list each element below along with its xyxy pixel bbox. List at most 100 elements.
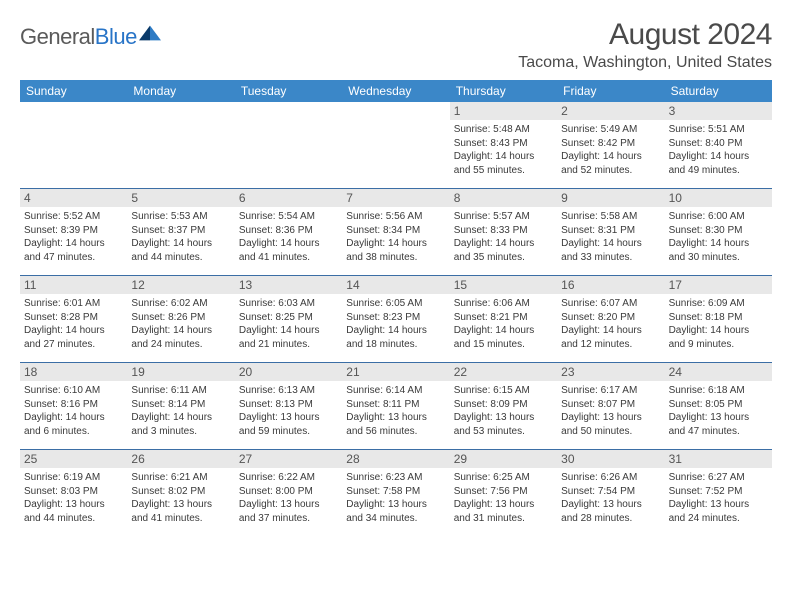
day-number: 3 (665, 102, 772, 120)
page-header: GeneralBlue August 2024 Tacoma, Washingt… (20, 18, 772, 72)
calendar-cell: 11Sunrise: 6:01 AMSunset: 8:28 PMDayligh… (20, 276, 127, 362)
day-info: Sunrise: 6:01 AMSunset: 8:28 PMDaylight:… (24, 297, 123, 351)
day-info: Sunrise: 5:49 AMSunset: 8:42 PMDaylight:… (561, 123, 660, 177)
day-info: Sunrise: 5:53 AMSunset: 8:37 PMDaylight:… (131, 210, 230, 264)
day-number: 15 (450, 276, 557, 294)
sunset-text: Sunset: 7:52 PM (669, 485, 768, 499)
calendar-cell: 9Sunrise: 5:58 AMSunset: 8:31 PMDaylight… (557, 189, 664, 275)
daylight-text: Daylight: 14 hours and 30 minutes. (669, 237, 768, 264)
daylight-text: Daylight: 14 hours and 52 minutes. (561, 150, 660, 177)
day-info: Sunrise: 5:57 AMSunset: 8:33 PMDaylight:… (454, 210, 553, 264)
sunrise-text: Sunrise: 6:14 AM (346, 384, 445, 398)
calendar-cell: 28 Sunrise: 6:23 AMSunset: 7:58 PMDayligh… (342, 450, 449, 536)
calendar-cell: 3Sunrise: 5:51 AMSunset: 8:40 PMDaylight… (665, 102, 772, 188)
daylight-text: Daylight: 13 hours and 56 minutes. (346, 411, 445, 438)
day-info: Sunrise: 6:13 AMSunset: 8:13 PMDaylight:… (239, 384, 338, 438)
calendar-cell: 21Sunrise: 6:14 AMSunset: 8:11 PMDayligh… (342, 363, 449, 449)
day-number: 6 (235, 189, 342, 207)
sunrise-text: Sunrise: 6:00 AM (669, 210, 768, 224)
day-info: Sunrise: 6:15 AMSunset: 8:09 PMDaylight:… (454, 384, 553, 438)
calendar-cell: 26Sunrise: 6:21 AMSunset: 8:02 PMDayligh… (127, 450, 234, 536)
sunrise-text: Sunrise: 5:56 AM (346, 210, 445, 224)
sunrise-text: Sunrise: 6:09 AM (669, 297, 768, 311)
calendar-cell: 25 Sunrise: 6:19 AMSunset: 8:03 PMDayligh… (20, 450, 127, 536)
sunset-text: Sunset: 8:28 PM (24, 311, 123, 325)
day-number: 18 (20, 363, 127, 381)
calendar-header-row: Sunday Monday Tuesday Wednesday Thursday… (20, 80, 772, 102)
sunset-text: Sunset: 8:37 PM (131, 224, 230, 238)
daylight-text: Daylight: 13 hours and 50 minutes. (561, 411, 660, 438)
sunset-text: Sunset: 8:26 PM (131, 311, 230, 325)
daylight-text: Daylight: 14 hours and 49 minutes. (669, 150, 768, 177)
day-number: 27 (235, 450, 342, 468)
day-number: 25 (20, 450, 127, 468)
sunrise-text: Sunrise: 5:49 AM (561, 123, 660, 137)
calendar-cell: 2Sunrise: 5:49 AMSunset: 8:42 PMDaylight… (557, 102, 664, 188)
daylight-text: Daylight: 13 hours and 53 minutes. (454, 411, 553, 438)
daylight-text: Daylight: 13 hours and 47 minutes. (669, 411, 768, 438)
calendar-cell (342, 102, 449, 188)
daylight-text: Daylight: 14 hours and 33 minutes. (561, 237, 660, 264)
day-info: Sunrise: 6:25 AMSunset: 7:56 PMDaylight:… (454, 471, 553, 525)
daylight-text: Daylight: 14 hours and 27 minutes. (24, 324, 123, 351)
day-info: Sunrise: 5:52 AMSunset: 8:39 PMDaylight:… (24, 210, 123, 264)
sunrise-text: Sunrise: 6:11 AM (131, 384, 230, 398)
daylight-text: Daylight: 13 hours and 41 minutes. (131, 498, 230, 525)
calendar-cell: 17Sunrise: 6:09 AMSunset: 8:18 PMDayligh… (665, 276, 772, 362)
calendar-cell: 23Sunrise: 6:17 AMSunset: 8:07 PMDayligh… (557, 363, 664, 449)
month-title: August 2024 (518, 18, 772, 52)
sunset-text: Sunset: 8:31 PM (561, 224, 660, 238)
calendar-cell: 13Sunrise: 6:03 AMSunset: 8:25 PMDayligh… (235, 276, 342, 362)
sunset-text: Sunset: 8:07 PM (561, 398, 660, 412)
sunset-text: Sunset: 8:40 PM (669, 137, 768, 151)
day-header: Sunday (20, 80, 127, 102)
sunrise-text: Sunrise: 6:23 AM (346, 471, 445, 485)
day-info: Sunrise: 6:23 AMSunset: 7:58 PMDaylight:… (346, 471, 445, 525)
calendar-cell: 30Sunrise: 6:26 AMSunset: 7:54 PMDayligh… (557, 450, 664, 536)
daylight-text: Daylight: 14 hours and 44 minutes. (131, 237, 230, 264)
day-header: Saturday (665, 80, 772, 102)
daylight-text: Daylight: 14 hours and 15 minutes. (454, 324, 553, 351)
calendar-cell: 14Sunrise: 6:05 AMSunset: 8:23 PMDayligh… (342, 276, 449, 362)
sunset-text: Sunset: 7:58 PM (346, 485, 445, 499)
daylight-text: Daylight: 14 hours and 9 minutes. (669, 324, 768, 351)
sunrise-text: Sunrise: 6:13 AM (239, 384, 338, 398)
calendar-cell: 29 Sunrise: 6:25 AMSunset: 7:56 PMDayligh… (450, 450, 557, 536)
day-number: 16 (557, 276, 664, 294)
day-number: 29 (450, 450, 557, 468)
daylight-text: Daylight: 14 hours and 18 minutes. (346, 324, 445, 351)
daylight-text: Daylight: 14 hours and 55 minutes. (454, 150, 553, 177)
day-info: Sunrise: 6:22 AMSunset: 8:00 PMDaylight:… (239, 471, 338, 525)
daylight-text: Daylight: 14 hours and 47 minutes. (24, 237, 123, 264)
day-info: Sunrise: 6:11 AMSunset: 8:14 PMDaylight:… (131, 384, 230, 438)
sunset-text: Sunset: 8:21 PM (454, 311, 553, 325)
location-text: Tacoma, Washington, United States (518, 54, 772, 72)
day-header: Tuesday (235, 80, 342, 102)
day-info: Sunrise: 5:58 AMSunset: 8:31 PMDaylight:… (561, 210, 660, 264)
sunrise-text: Sunrise: 6:21 AM (131, 471, 230, 485)
day-number: 28 (342, 450, 449, 468)
day-info: Sunrise: 6:14 AMSunset: 8:11 PMDaylight:… (346, 384, 445, 438)
calendar-cell: 10Sunrise: 6:00 AMSunset: 8:30 PMDayligh… (665, 189, 772, 275)
sunset-text: Sunset: 8:03 PM (24, 485, 123, 499)
day-info: Sunrise: 6:19 AMSunset: 8:03 PMDaylight:… (24, 471, 123, 525)
sunset-text: Sunset: 8:33 PM (454, 224, 553, 238)
day-number: 12 (127, 276, 234, 294)
sunrise-text: Sunrise: 6:05 AM (346, 297, 445, 311)
sunset-text: Sunset: 8:18 PM (669, 311, 768, 325)
sunset-text: Sunset: 8:30 PM (669, 224, 768, 238)
daylight-text: Daylight: 14 hours and 38 minutes. (346, 237, 445, 264)
sunrise-text: Sunrise: 6:03 AM (239, 297, 338, 311)
calendar-cell: 6Sunrise: 5:54 AMSunset: 8:36 PMDaylight… (235, 189, 342, 275)
calendar-cell: 1Sunrise: 5:48 AMSunset: 8:43 PMDaylight… (450, 102, 557, 188)
calendar-cell: 27 Sunrise: 6:22 AMSunset: 8:00 PMDayligh… (235, 450, 342, 536)
day-info: Sunrise: 6:00 AMSunset: 8:30 PMDaylight:… (669, 210, 768, 264)
sunset-text: Sunset: 7:56 PM (454, 485, 553, 499)
daylight-text: Daylight: 14 hours and 35 minutes. (454, 237, 553, 264)
logo-text: GeneralBlue (20, 24, 137, 50)
calendar-cell: 16Sunrise: 6:07 AMSunset: 8:20 PMDayligh… (557, 276, 664, 362)
daylight-text: Daylight: 14 hours and 6 minutes. (24, 411, 123, 438)
sunrise-text: Sunrise: 6:27 AM (669, 471, 768, 485)
day-info: Sunrise: 6:21 AMSunset: 8:02 PMDaylight:… (131, 471, 230, 525)
daylight-text: Daylight: 14 hours and 21 minutes. (239, 324, 338, 351)
